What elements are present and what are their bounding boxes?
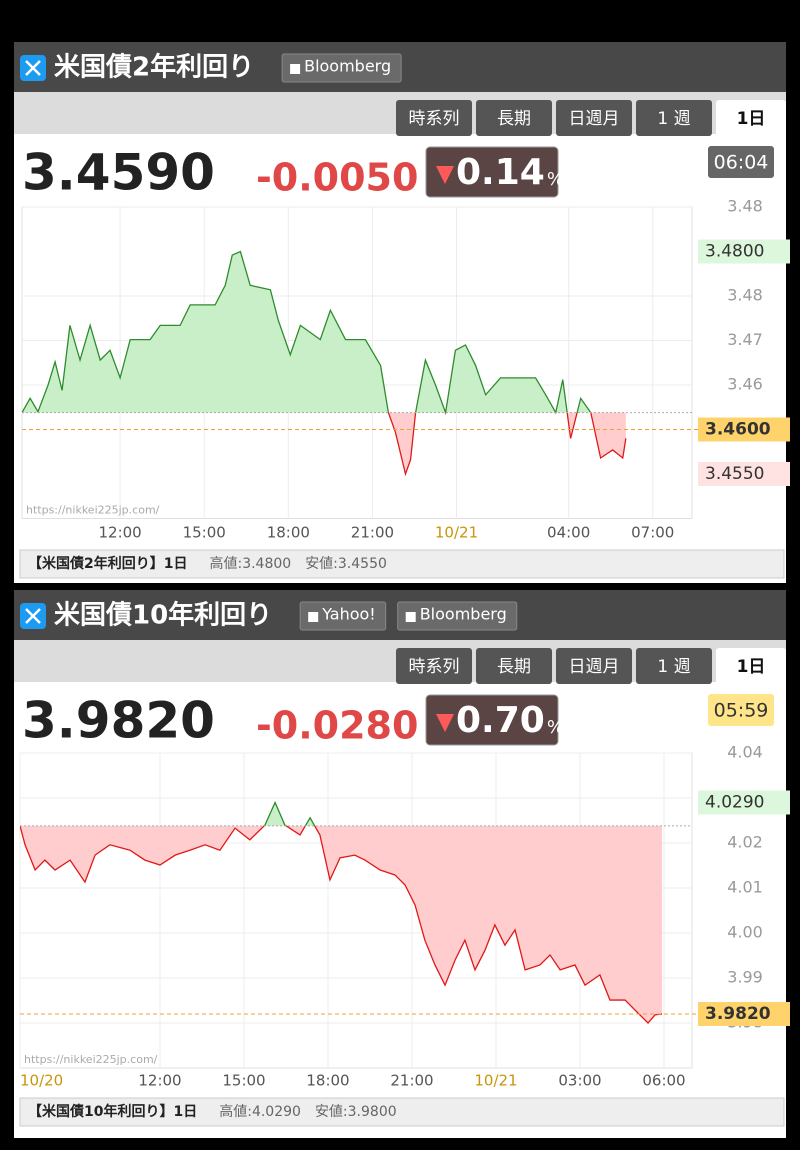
price: 3.4590 [22, 144, 215, 202]
footer-high: 高値:3.4800 [209, 555, 291, 572]
change-badge [425, 694, 559, 746]
y-tick-label: 3.46 [727, 375, 763, 394]
x-tick-label: 18:00 [267, 524, 310, 542]
x-logo [25, 608, 41, 624]
marker-box [698, 462, 790, 486]
tab-label[interactable]: 1日 [737, 657, 766, 677]
y-tick-label: 3.47 [727, 330, 763, 349]
change-pct: 0.14 [456, 152, 545, 193]
source-button[interactable] [299, 601, 387, 631]
x-tick-label: 12:00 [98, 524, 141, 542]
tab[interactable] [636, 100, 712, 136]
marker-box [698, 1002, 790, 1026]
area-up [22, 251, 591, 413]
marker-box [698, 239, 790, 264]
time: 06:04 [714, 152, 769, 174]
price: 3.9820 [22, 692, 215, 750]
y-tick-label: 4.01 [727, 878, 763, 897]
footer-low: 安値:3.4550 [305, 556, 387, 572]
y-tick-label: 3.48 [727, 286, 763, 305]
time: 05:59 [714, 700, 769, 722]
y-tick-label: 3.48 [727, 197, 763, 216]
time-badge [708, 694, 774, 726]
tab[interactable] [716, 100, 786, 136]
tab[interactable] [476, 100, 552, 136]
marker-label: 3.4600 [705, 420, 771, 440]
marker-box [698, 417, 790, 442]
marker-label: 3.4550 [705, 464, 764, 484]
change-pct: 0.70 [456, 700, 545, 741]
tab[interactable] [476, 648, 552, 684]
tab-label[interactable]: 時系列 [409, 657, 460, 677]
x-tick-label: 04:00 [547, 524, 590, 542]
y-tick-label: 4.00 [727, 923, 763, 942]
x-tick-label: 10/21 [474, 1072, 517, 1090]
footer-title: 【米国債2年利回り】1日 [28, 555, 187, 572]
x-tick-label: 15:00 [183, 524, 226, 542]
panel-title: 米国債2年利回り [54, 52, 254, 83]
tab-label[interactable]: 長期 [497, 109, 531, 129]
footer-title: 【米国債10年利回り】1日 [28, 1103, 197, 1120]
x-tick-label: 21:00 [390, 1072, 433, 1090]
tab-label[interactable]: 1 週 [657, 657, 690, 677]
watermark: https://nikkei225jp.com/ [26, 504, 160, 517]
x-tick-label: 03:00 [558, 1072, 601, 1090]
footer-high: 高値:4.0290 [219, 1103, 301, 1120]
change-pct-unit: % [547, 717, 564, 738]
link-icon [290, 64, 301, 74]
x-tick-label: 10/20 [20, 1072, 63, 1090]
line-up [22, 250, 592, 413]
source-button[interactable] [281, 53, 402, 83]
source-label[interactable]: Bloomberg [420, 605, 507, 624]
footer-bar [19, 1097, 785, 1127]
tab[interactable] [556, 648, 632, 684]
change-badge [425, 146, 559, 198]
x-tick-label: 07:00 [631, 524, 674, 542]
tab-label[interactable]: 1 週 [657, 109, 690, 129]
change-pct-unit: % [547, 169, 564, 190]
x-tick-label: 10/21 [435, 524, 478, 542]
marker-box [698, 790, 790, 815]
change: -0.0280 [256, 704, 418, 748]
tab[interactable] [396, 648, 472, 684]
tab[interactable] [636, 648, 712, 684]
line-dn [20, 825, 663, 1024]
x-tick-label: 21:00 [351, 524, 394, 542]
x-tick-label: 15:00 [222, 1072, 265, 1090]
y-tick-label: 4.04 [727, 743, 763, 762]
marker-label: 3.9820 [705, 1004, 771, 1024]
marker-label: 4.0290 [705, 793, 764, 813]
tab-label[interactable]: 長期 [497, 657, 531, 677]
footer-low: 安値:3.9800 [315, 1104, 397, 1120]
x-logo [25, 60, 41, 76]
x-tick-label: 06:00 [642, 1072, 685, 1090]
down-arrow [436, 714, 454, 732]
watermark: https://nikkei225jp.com/ [24, 1053, 158, 1066]
footer-bar [19, 549, 785, 579]
y-tick-label: 4.02 [727, 833, 763, 852]
area-dn [20, 825, 663, 1023]
tab[interactable] [716, 648, 786, 684]
link-icon [405, 612, 416, 622]
x-tick-label: 12:00 [138, 1072, 181, 1090]
tab[interactable] [556, 100, 632, 136]
panel-title: 米国債10年利回り [54, 600, 272, 631]
source-label[interactable]: Bloomberg [304, 57, 391, 76]
change: -0.0050 [256, 156, 418, 200]
source-label[interactable]: Yahoo! [321, 605, 376, 624]
down-arrow [436, 166, 454, 184]
tab-label[interactable]: 時系列 [409, 109, 460, 129]
x-tick-label: 18:00 [306, 1072, 349, 1090]
tab-label[interactable]: 1日 [737, 109, 766, 129]
source-button[interactable] [397, 601, 518, 631]
tab-label[interactable]: 日週月 [569, 109, 620, 129]
tab-label[interactable]: 日週月 [569, 657, 620, 677]
marker-label: 3.4800 [705, 242, 764, 262]
y-tick-label: 3.99 [727, 968, 763, 987]
time-badge [708, 146, 774, 178]
tab[interactable] [396, 100, 472, 136]
link-icon [308, 612, 319, 622]
